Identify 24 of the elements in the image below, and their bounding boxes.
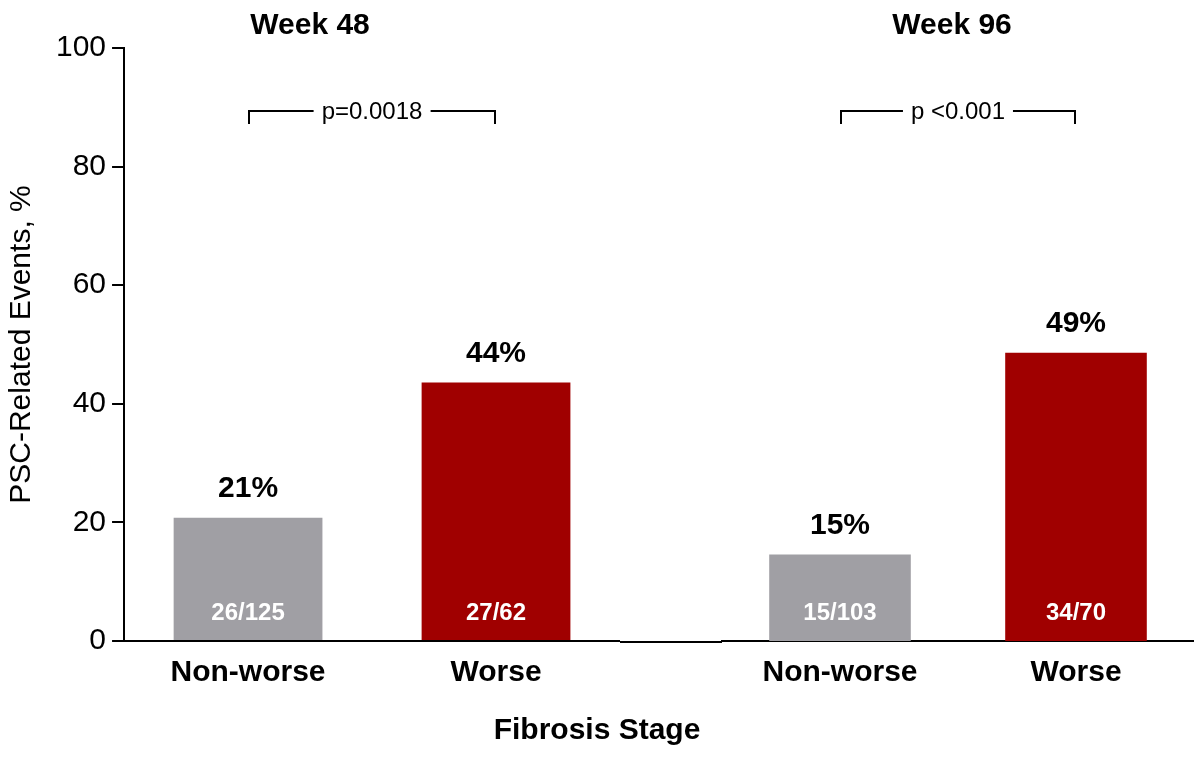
chart-title: Week 48 — [250, 7, 370, 41]
annotation: 26/125 — [211, 597, 285, 625]
y-axis-title: PSC-Related Events, % — [3, 185, 37, 504]
chart-title: Week 96 — [892, 7, 1012, 41]
y-tick-label: 40 — [72, 385, 107, 419]
data-label: 44% — [465, 334, 527, 368]
annotation: 15/103 — [803, 597, 877, 625]
annotation: 34/70 — [1045, 597, 1107, 625]
annotation: p <0.001 — [902, 97, 1014, 125]
annotation: p=0.0018 — [313, 97, 431, 125]
y-tick-label: 20 — [72, 503, 107, 537]
x-axis-title: Fibrosis Stage — [492, 712, 702, 746]
y-tick-label: 80 — [72, 147, 107, 181]
data-label: 15% — [809, 506, 871, 540]
x-tick-label: Worse — [450, 654, 542, 688]
y-tick-label: 0 — [89, 622, 107, 656]
annotation: 27/62 — [465, 597, 527, 625]
data-label: 21% — [218, 469, 279, 503]
x-tick-label: Worse — [1030, 654, 1122, 688]
x-tick-label: Non-worse — [762, 654, 918, 688]
data-label: 49% — [1045, 305, 1107, 339]
y-tick-label: 60 — [72, 266, 107, 300]
x-tick-label: Non-worse — [170, 654, 326, 688]
y-tick-label: 100 — [55, 29, 107, 63]
